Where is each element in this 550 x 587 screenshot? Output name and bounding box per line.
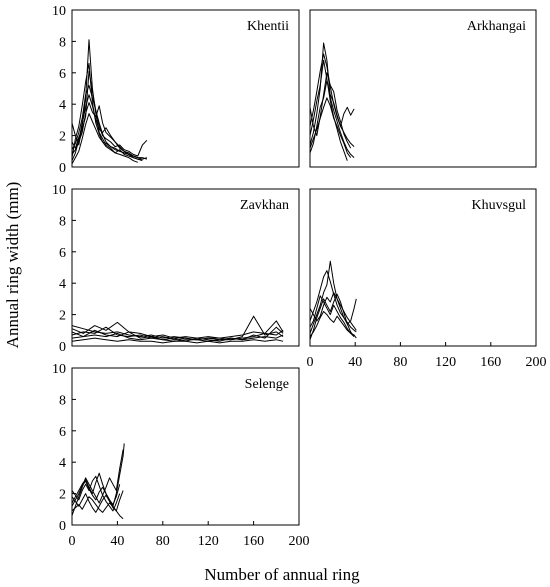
y-tick-label: 10 (52, 4, 66, 19)
y-tick-label: 2 (59, 309, 66, 324)
panel-zavkhan: Zavkhan 0 2 4 6 8 10 (52, 183, 300, 355)
x-tick-label: 200 (289, 534, 310, 549)
series-line-7 (71, 113, 138, 165)
x-tick-label: 80 (156, 534, 170, 549)
series-line-1 (309, 53, 355, 147)
x-tick-label: 120 (198, 534, 219, 549)
y-tick-label: 4 (59, 98, 66, 113)
plot-frame (309, 188, 537, 347)
y-tick-label: 6 (59, 67, 66, 82)
series-line-6 (309, 311, 355, 337)
x-tick-label: 40 (348, 355, 362, 370)
panel-label: Arkhangai (467, 19, 526, 34)
series-line-3 (309, 72, 352, 149)
x-axis-label: Number of annual ring (204, 565, 360, 584)
x-tick-label: 120 (435, 355, 456, 370)
x-tick-label: 0 (69, 534, 76, 549)
y-tick-label: 2 (59, 488, 66, 503)
y-tick-label: 8 (59, 393, 66, 408)
y-tick-label: 4 (59, 277, 66, 292)
y-tick-label: 8 (59, 35, 66, 50)
y-tick-label: 2 (59, 130, 66, 145)
series-line-6 (309, 97, 352, 158)
x-tick-label: 80 (393, 355, 407, 370)
series-line-4 (309, 80, 355, 154)
series-line-1 (71, 443, 125, 507)
panel-khentii: Khentii 0 2 4 6 8 10 (52, 4, 300, 176)
y-tick-label: 0 (59, 161, 66, 176)
y-axis-label: Annual ring width (mm) (3, 182, 22, 349)
series-line-5 (71, 496, 124, 520)
plot-frame (71, 367, 300, 526)
panel-label: Khuvsgul (472, 198, 527, 213)
series-line-2 (71, 449, 124, 516)
plot-frame (71, 188, 300, 347)
panel-khuvsgul: Khuvsgul 0 40 80 120 160 200 (307, 188, 547, 370)
panel-label: Zavkhan (240, 198, 289, 213)
y-tick-label: 0 (59, 519, 66, 534)
y-tick-label: 0 (59, 340, 66, 355)
panel-arkhangai: Arkhangai (309, 9, 537, 168)
x-tick-label: 0 (307, 355, 314, 370)
x-tick-label: 40 (110, 534, 124, 549)
series-line-4 (309, 293, 355, 340)
series-line-2 (71, 315, 284, 341)
series-line-5 (309, 59, 348, 161)
series-line-6 (71, 326, 284, 342)
series-line-5 (71, 337, 284, 344)
panel-label: Khentii (247, 19, 289, 34)
series-line-1 (309, 270, 357, 333)
series-line-2 (309, 260, 357, 334)
plot-frame (71, 9, 300, 168)
series-line-3 (71, 329, 284, 342)
series-line-3 (309, 292, 357, 331)
panel-selenge: Selenge 0 2 4 6 8 10 0 40 80 120 160 200 (52, 362, 310, 549)
y-tick-label: 8 (59, 214, 66, 229)
plot-frame (309, 9, 537, 168)
panels: Khentii 0 2 4 6 8 10 Arkhangai Zavkhan 0 2 4 6 8 10 Khu… (52, 4, 547, 549)
panel-label: Selenge (245, 377, 289, 392)
y-tick-label: 6 (59, 425, 66, 440)
series-line-2 (309, 42, 355, 158)
y-tick-label: 10 (52, 362, 66, 377)
x-tick-label: 160 (243, 534, 264, 549)
series-line-6 (71, 102, 138, 159)
y-tick-label: 4 (59, 456, 66, 471)
x-tick-label: 160 (480, 355, 501, 370)
series-line-4 (71, 475, 121, 512)
y-tick-label: 10 (52, 183, 66, 198)
y-tick-label: 6 (59, 246, 66, 261)
series-line-4 (71, 325, 284, 341)
x-tick-label: 200 (526, 355, 547, 370)
series-line-6 (71, 480, 121, 507)
